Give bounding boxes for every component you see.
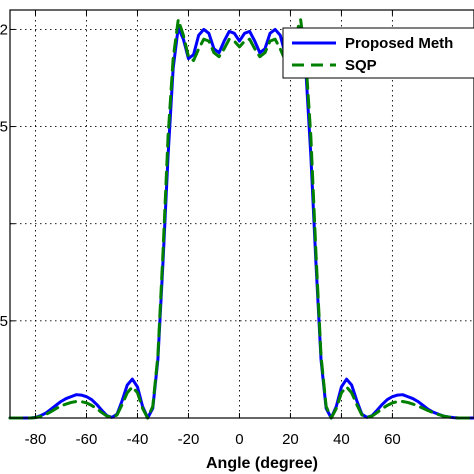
x-tick-label: 20 [282,431,299,448]
y-tick-label: 2 [0,21,8,38]
x-tick-label: 60 [384,431,401,448]
legend-label-proposed: Proposed Meth [345,35,453,52]
x-tick-label: 40 [333,431,350,448]
grid-lines [10,10,474,418]
x-axis-label: Angle (degree) [206,455,318,472]
x-tick-label: -40 [127,431,149,448]
x-tick-label: -80 [25,431,47,448]
series-line-sqp [8,18,474,420]
x-tick-label: -60 [76,431,98,448]
series-lines [8,18,474,420]
x-tick-label: -20 [178,431,200,448]
axis-ticks [10,10,393,419]
series-line-proposed [8,25,474,420]
y-tick-labels: 5 5 2 [0,21,8,329]
plot-frame [9,9,474,419]
legend-box [282,27,474,79]
legend-label-sqp: SQP [345,57,377,74]
x-tick-labels: -80 -60 -40 -20 0 20 40 60 [25,431,401,448]
y-tick-label: 5 [0,313,8,330]
legend: Proposed Meth SQP [282,27,474,79]
y-tick-label: 5 [0,119,8,136]
x-tick-label: 0 [235,431,243,448]
